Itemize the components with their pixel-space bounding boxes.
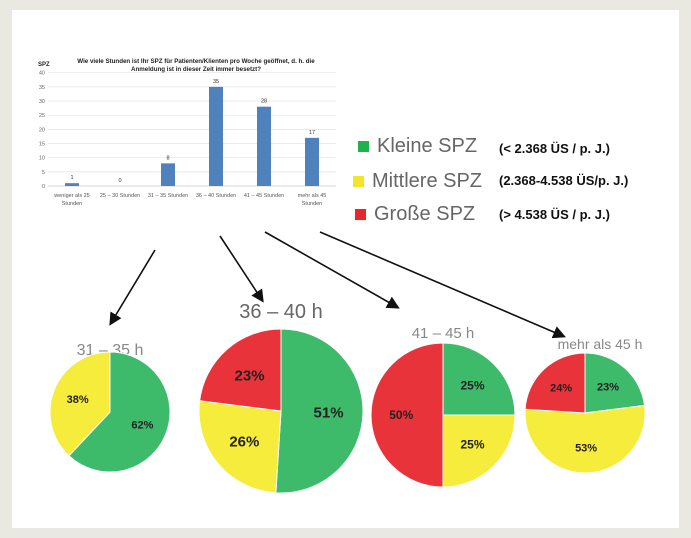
bar xyxy=(161,163,175,186)
pie-title: 41 – 45 h xyxy=(412,325,475,342)
legend-swatch xyxy=(353,176,364,187)
arrow xyxy=(319,231,566,339)
legend-label: Große SPZ xyxy=(374,203,476,225)
x-tick-label: mehr als 45 xyxy=(298,193,327,199)
pie-label: 53% xyxy=(575,442,597,454)
bar xyxy=(209,86,223,186)
x-tick-label: Stunden xyxy=(302,201,323,207)
pie-slice xyxy=(524,404,646,474)
legend-range: (> 4.538 ÜS / p. J.) xyxy=(499,207,610,222)
y-tick-label: 0 xyxy=(42,184,45,190)
legend-item-kleine: Kleine SPZ xyxy=(358,135,477,158)
legend-label: Kleine SPZ xyxy=(377,135,478,157)
pie-slice xyxy=(68,351,171,473)
legend-range: (< 2.368 ÜS / p. J.) xyxy=(499,141,610,156)
data-label: 0 xyxy=(118,178,121,184)
pie-slice xyxy=(198,400,282,494)
pie-label: 38% xyxy=(67,394,89,406)
data-label: 17 xyxy=(309,130,315,136)
pie-slice xyxy=(442,414,516,488)
data-label: 8 xyxy=(166,155,169,161)
x-tick-label: 41 – 45 Stunden xyxy=(244,193,284,199)
bar xyxy=(65,183,79,186)
y-tick-label: 5 xyxy=(42,170,45,176)
bar xyxy=(257,106,271,186)
pie-label: 26% xyxy=(229,433,259,450)
y-tick-label: 20 xyxy=(39,127,45,133)
pie-label: 24% xyxy=(550,382,572,394)
pie-title: 36 – 40 h xyxy=(239,301,322,323)
pie-label: 25% xyxy=(461,438,485,452)
pie-slice xyxy=(370,342,444,488)
data-label: 35 xyxy=(213,79,219,85)
pie-slice xyxy=(199,328,282,412)
arrow xyxy=(264,231,400,309)
data-label: 1 xyxy=(70,175,73,181)
y-tick-label: 15 xyxy=(39,142,45,148)
bar xyxy=(305,137,319,186)
pie-label: 51% xyxy=(314,404,344,421)
arrow xyxy=(219,235,264,303)
data-label: 28 xyxy=(261,99,267,105)
y-tick-label: 40 xyxy=(39,71,45,77)
pie-slice xyxy=(442,342,516,416)
legend-swatch xyxy=(358,141,369,152)
chart-title: Anmeldung ist in dieser Zeit immer beset… xyxy=(131,66,261,73)
x-tick-label: 25 – 30 Stunden xyxy=(100,193,140,199)
pie-slice xyxy=(524,352,586,414)
legend-swatch xyxy=(355,209,366,220)
arrow xyxy=(109,249,156,326)
x-tick-label: 31 – 35 Stunden xyxy=(148,193,188,199)
y-tick-label: 30 xyxy=(39,99,45,105)
pie-slice xyxy=(275,328,364,494)
chart-title: Wie viele Stunden ist Ihr SPZ für Patien… xyxy=(77,58,315,65)
pie-label: 62% xyxy=(131,419,153,431)
pie-label: 25% xyxy=(461,378,485,392)
x-tick-label: 36 – 40 Stunden xyxy=(196,193,236,199)
y-tick-label: 35 xyxy=(39,85,45,91)
x-tick-label: Stunden xyxy=(62,201,83,207)
pie-label: 23% xyxy=(597,382,619,394)
pie-slice xyxy=(584,352,646,414)
legend-range: (2.368-4.538 ÜS/p. J.) xyxy=(499,173,629,188)
x-tick-label: weniger als 25 xyxy=(53,193,89,199)
legend-item-grosse: Große SPZ xyxy=(355,203,475,226)
legend-item-mittlere: Mittlere SPZ xyxy=(353,170,482,193)
y-tick-label: 25 xyxy=(39,113,45,119)
pie-slice xyxy=(49,351,111,457)
pie-title: mehr als 45 h xyxy=(558,336,643,352)
pie-label: 50% xyxy=(389,408,413,422)
y-axis-label: SPZ xyxy=(38,62,50,68)
y-tick-label: 10 xyxy=(39,156,45,162)
legend-label: Mittlere SPZ xyxy=(372,170,483,192)
pie-label: 23% xyxy=(235,367,265,384)
